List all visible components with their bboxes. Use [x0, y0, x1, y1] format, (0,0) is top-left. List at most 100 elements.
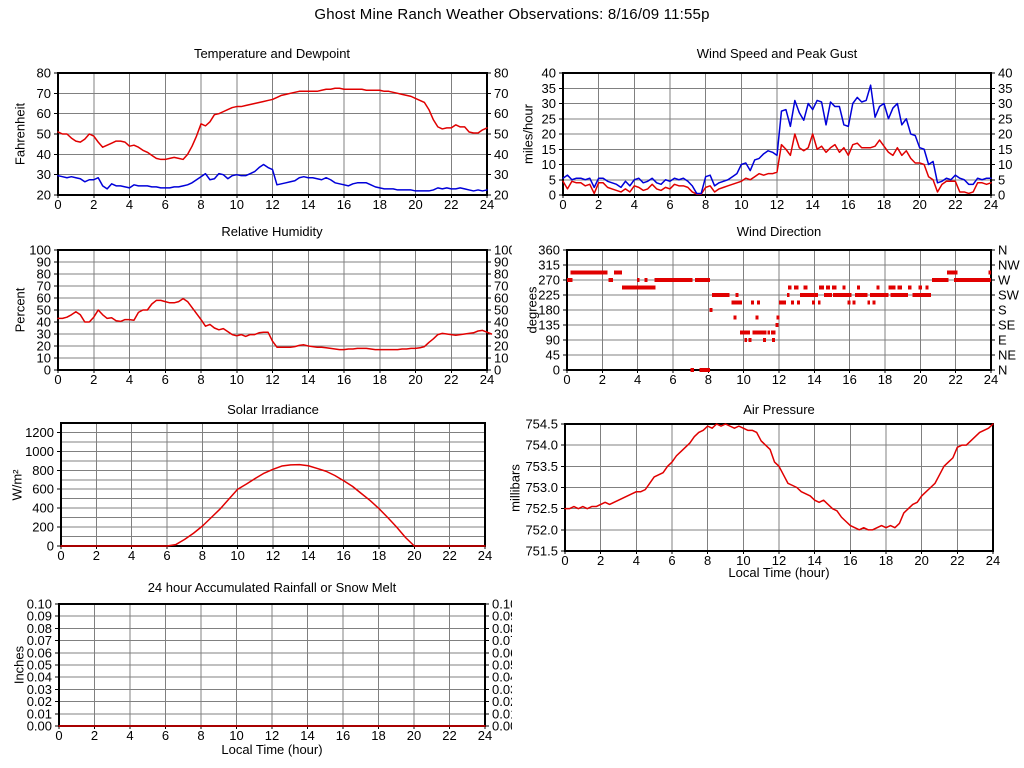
svg-text:30: 30	[998, 96, 1012, 111]
svg-text:24: 24	[478, 728, 492, 743]
chart-title: Temperature and Dewpoint	[193, 46, 351, 61]
svg-text:6: 6	[666, 197, 673, 212]
svg-text:NE: NE	[998, 348, 1016, 363]
svg-text:14: 14	[807, 372, 821, 387]
svg-text:0.06: 0.06	[27, 645, 52, 660]
svg-text:30: 30	[494, 327, 508, 342]
svg-text:6: 6	[163, 548, 170, 560]
svg-text:30: 30	[37, 167, 51, 182]
svg-text:24: 24	[480, 197, 494, 212]
svg-text:225: 225	[538, 288, 560, 303]
svg-text:40: 40	[37, 315, 51, 330]
chart-air-pressure: 751.5 752.0 752.5 753.0 753.5 754.0 754.5 0 2 4 6 8…	[508, 398, 1024, 590]
chart-wind-speed-gust: 0 0 5 5 10 10 15 15 20 20 25 25 30 30 35 35 40 40 0 2 4 6 8 10 1…	[512, 40, 1024, 218]
svg-text:18: 18	[373, 197, 387, 212]
chart-temperature-dewpoint: 20 20 30 30 40 40 50 50 60 60 70 70 80 80 0 2 4 6 8 10 12 14 1…	[0, 40, 512, 218]
svg-text:2: 2	[595, 197, 602, 212]
svg-text:0: 0	[44, 363, 51, 378]
svg-text:1000: 1000	[25, 444, 54, 459]
svg-text:50: 50	[37, 303, 51, 318]
svg-text:2: 2	[90, 197, 97, 212]
svg-text:0: 0	[47, 539, 54, 554]
svg-text:2: 2	[90, 372, 97, 387]
svg-text:12: 12	[770, 197, 784, 212]
svg-text:14: 14	[300, 728, 314, 743]
svg-text:15: 15	[998, 142, 1012, 157]
svg-text:16: 16	[336, 548, 350, 560]
svg-text:8: 8	[199, 548, 206, 560]
svg-text:16: 16	[842, 372, 856, 387]
svg-text:752.0: 752.0	[525, 522, 558, 537]
svg-text:60: 60	[494, 106, 508, 121]
svg-text:80: 80	[494, 66, 508, 81]
svg-text:50: 50	[494, 127, 508, 142]
svg-text:0.09: 0.09	[492, 609, 512, 624]
svg-text:800: 800	[32, 463, 54, 478]
svg-text:80: 80	[37, 267, 51, 282]
svg-text:751.5: 751.5	[525, 544, 558, 559]
y-axis-label: Fahrenheit	[12, 102, 28, 166]
svg-text:90: 90	[546, 333, 560, 348]
y-axis-label: Percent	[12, 287, 28, 333]
chart-title: 24 hour Accumulated Rainfall or Snow Mel…	[147, 580, 397, 595]
svg-text:40: 40	[494, 315, 508, 330]
svg-text:0.05: 0.05	[27, 658, 52, 673]
svg-text:180: 180	[538, 303, 560, 318]
chart-title: Relative Humidity	[221, 224, 323, 239]
svg-text:90: 90	[494, 255, 508, 270]
svg-text:NW: NW	[998, 258, 1020, 273]
svg-text:70: 70	[494, 279, 508, 294]
svg-text:12: 12	[265, 197, 279, 212]
svg-text:2: 2	[599, 372, 606, 387]
svg-text:40: 40	[494, 147, 508, 162]
svg-text:0.06: 0.06	[492, 645, 512, 660]
svg-text:35: 35	[542, 81, 556, 96]
chart-title: Wind Direction	[736, 224, 822, 239]
svg-text:100: 100	[494, 243, 512, 258]
svg-text:20: 20	[37, 188, 51, 203]
svg-text:60: 60	[37, 106, 51, 121]
rainfall-plot: 0.000.000.010.010.020.020.030.030.040.04…	[27, 597, 512, 744]
svg-text:N: N	[998, 243, 1007, 258]
svg-text:20: 20	[914, 553, 928, 568]
svg-text:20: 20	[408, 372, 422, 387]
svg-text:14: 14	[301, 548, 315, 560]
svg-text:18: 18	[877, 197, 891, 212]
x-axis-label: Local Time (hour)	[221, 742, 323, 757]
svg-text:22: 22	[444, 372, 458, 387]
svg-text:12: 12	[772, 372, 786, 387]
svg-text:20: 20	[494, 188, 508, 203]
svg-text:S: S	[998, 303, 1007, 318]
svg-text:2: 2	[91, 728, 98, 743]
svg-text:30: 30	[542, 96, 556, 111]
svg-text:70: 70	[37, 279, 51, 294]
y-axis-label: miles/hour	[520, 104, 536, 164]
svg-text:10: 10	[230, 197, 244, 212]
svg-text:80: 80	[37, 66, 51, 81]
svg-text:0.07: 0.07	[492, 633, 512, 648]
svg-text:0.10: 0.10	[492, 597, 512, 612]
svg-text:30: 30	[494, 167, 508, 182]
svg-text:20: 20	[37, 339, 51, 354]
y-axis-label: Inches	[11, 645, 27, 685]
svg-text:0.02: 0.02	[27, 694, 52, 709]
svg-text:10: 10	[494, 351, 508, 366]
svg-text:80: 80	[494, 267, 508, 282]
svg-text:0.01: 0.01	[492, 706, 512, 721]
svg-text:40: 40	[542, 66, 556, 81]
svg-text:0.07: 0.07	[27, 633, 52, 648]
svg-text:14: 14	[301, 197, 315, 212]
svg-text:50: 50	[37, 127, 51, 142]
svg-text:0: 0	[553, 363, 560, 378]
svg-text:20: 20	[408, 197, 422, 212]
svg-text:0: 0	[57, 548, 64, 560]
svg-text:24: 24	[984, 372, 998, 387]
svg-text:70: 70	[494, 86, 508, 101]
svg-text:0.01: 0.01	[27, 706, 52, 721]
svg-text:1200: 1200	[25, 425, 54, 440]
svg-text:6: 6	[162, 197, 169, 212]
